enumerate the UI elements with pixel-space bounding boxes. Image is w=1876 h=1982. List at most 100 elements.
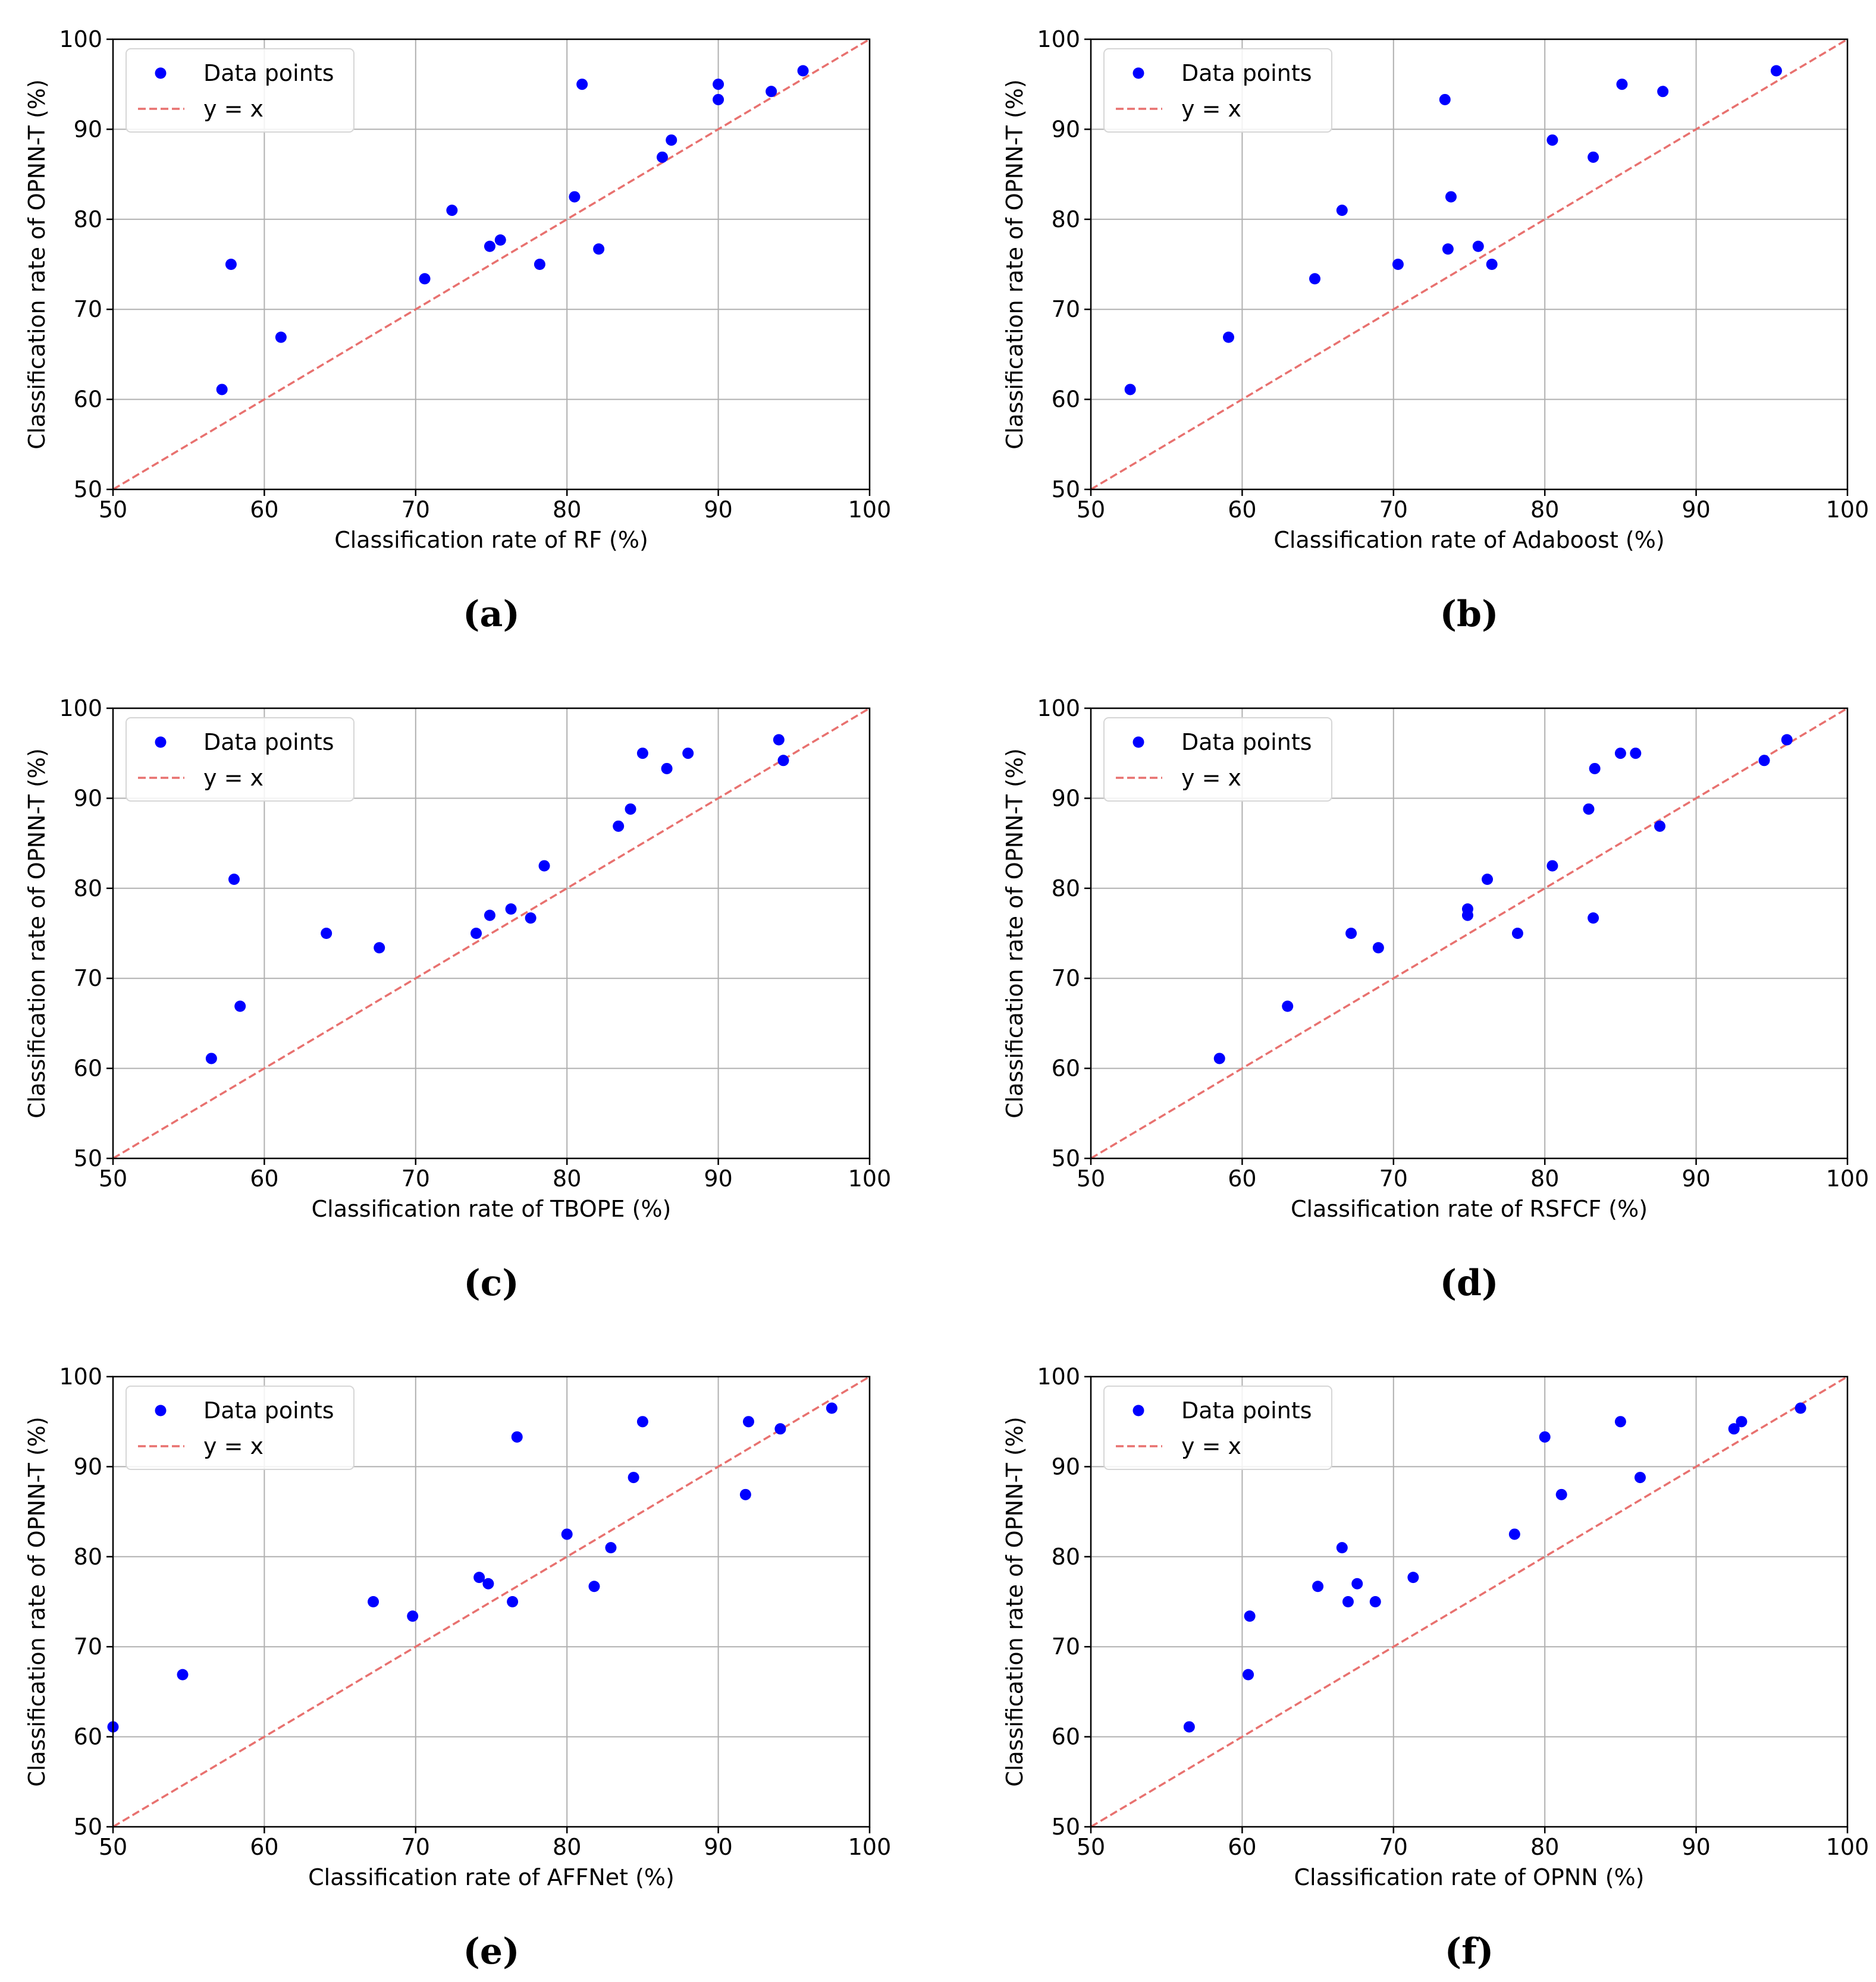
data-point	[1407, 1572, 1419, 1584]
data-point	[1588, 912, 1599, 924]
data-point	[1461, 909, 1473, 921]
axes-frame	[112, 38, 871, 491]
data-point	[656, 151, 668, 163]
data-point	[561, 1528, 573, 1540]
data-point	[1758, 755, 1770, 767]
chart-panel: 50 60 70 80 90 100 50 60 70 80 90 100 Classification…	[24, 26, 891, 635]
data-point	[625, 803, 636, 815]
y-tick-label: 80	[74, 875, 102, 902]
data-point	[1124, 384, 1136, 395]
data-point	[1342, 1596, 1354, 1607]
legend-label-points: Data points	[203, 60, 334, 86]
data-point	[1539, 1431, 1551, 1443]
y-tick-label: 70	[74, 1634, 102, 1660]
data-point	[1736, 1416, 1748, 1428]
data-point	[1336, 1542, 1348, 1554]
data-point	[773, 734, 785, 746]
x-tick-label: 60	[250, 497, 278, 523]
y-tick-label: 80	[1052, 206, 1080, 233]
legend-label-points: Data points	[203, 729, 334, 755]
data-point	[766, 86, 777, 98]
legend-marker-points	[155, 1405, 167, 1416]
panel-caption: (a)	[463, 593, 520, 635]
chart-panel: 50 60 70 80 90 100 50 60 70 80 90 100 Classification…	[1002, 695, 1869, 1304]
data-point	[1309, 273, 1321, 285]
data-point	[225, 259, 237, 270]
data-point	[628, 1472, 639, 1484]
x-tick-label: 80	[553, 1834, 581, 1860]
y-tick-label: 50	[74, 476, 102, 502]
data-point	[1336, 205, 1348, 216]
y-tick-label: 50	[74, 1814, 102, 1840]
data-point	[1654, 820, 1666, 832]
y-tick-label: 70	[74, 296, 102, 322]
y-axis-label: Classification rate of OPNN-T (%)	[1002, 1416, 1028, 1786]
data-point	[774, 1423, 786, 1435]
data-point	[1351, 1578, 1363, 1590]
x-tick-label: 50	[99, 1166, 127, 1192]
data-point	[1616, 78, 1628, 90]
x-axis-label: Classification rate of RSFCF (%)	[1291, 1196, 1648, 1222]
axes-frame	[1090, 38, 1849, 491]
y-tick-label: 60	[74, 1724, 102, 1750]
data-point	[321, 928, 332, 939]
y-tick-label: 60	[74, 387, 102, 413]
data-point	[275, 331, 287, 343]
data-point	[713, 78, 724, 90]
data-point	[205, 1053, 217, 1064]
x-tick-label: 80	[1530, 1834, 1559, 1860]
data-point	[1546, 134, 1558, 146]
y-axis-label: Classification rate of OPNN-T (%)	[1002, 79, 1028, 449]
x-axis-label: Classification rate of RF (%)	[334, 527, 648, 553]
legend: Data points y = x	[126, 1386, 355, 1470]
y-tick-label: 100	[59, 1364, 102, 1390]
y-tick-label: 80	[74, 1544, 102, 1570]
data-point	[484, 909, 495, 921]
data-point	[1369, 1596, 1381, 1607]
legend-box	[126, 1386, 355, 1470]
legend-marker-points	[1132, 736, 1144, 748]
data-point	[1372, 942, 1384, 954]
x-tick-label: 90	[704, 497, 732, 523]
legend: Data points y = x	[126, 717, 355, 802]
data-point	[1282, 1000, 1294, 1012]
legend-label-points: Data points	[1181, 1397, 1312, 1424]
legend-box	[126, 48, 355, 133]
data-point	[507, 1596, 519, 1607]
data-point	[505, 903, 517, 915]
legend-label-line: y = x	[203, 1433, 263, 1459]
data-point	[234, 1000, 246, 1012]
legend: Data points y = x	[1103, 48, 1332, 133]
data-point	[1486, 259, 1498, 270]
x-tick-label: 90	[704, 1834, 732, 1860]
axes-frame	[112, 707, 871, 1160]
data-point	[1614, 1416, 1626, 1428]
x-tick-label: 50	[1077, 497, 1105, 523]
y-tick-label: 50	[1052, 476, 1080, 502]
data-point	[538, 860, 550, 872]
chart-panel: 50 60 70 80 90 100 50 60 70 80 90 100 Classification…	[24, 1364, 891, 1972]
chart-panel: 50 60 70 80 90 100 50 60 70 80 90 100 Classification…	[1002, 1364, 1869, 1972]
y-tick-label: 90	[74, 1453, 102, 1480]
data-point	[1634, 1472, 1646, 1484]
y-tick-label: 100	[59, 695, 102, 721]
data-point	[1546, 860, 1558, 872]
axes-frame	[1090, 707, 1849, 1160]
data-point	[713, 93, 724, 105]
y-axis-label: Classification rate of OPNN-T (%)	[1002, 748, 1028, 1118]
x-tick-label: 70	[401, 1834, 430, 1860]
legend-label-line: y = x	[203, 96, 263, 122]
legend-label-line: y = x	[1181, 96, 1241, 122]
x-tick-label: 80	[553, 497, 581, 523]
data-point	[666, 134, 677, 146]
data-point	[777, 755, 789, 767]
legend-box	[126, 717, 355, 802]
legend-marker-points	[1132, 1405, 1144, 1416]
x-axis-label: Classification rate of TBOPE (%)	[312, 1196, 672, 1222]
x-tick-label: 70	[401, 1166, 430, 1192]
data-point	[1555, 1488, 1567, 1500]
data-point	[1183, 1721, 1195, 1733]
y-tick-label: 60	[1052, 387, 1080, 413]
y-tick-label: 90	[74, 116, 102, 142]
